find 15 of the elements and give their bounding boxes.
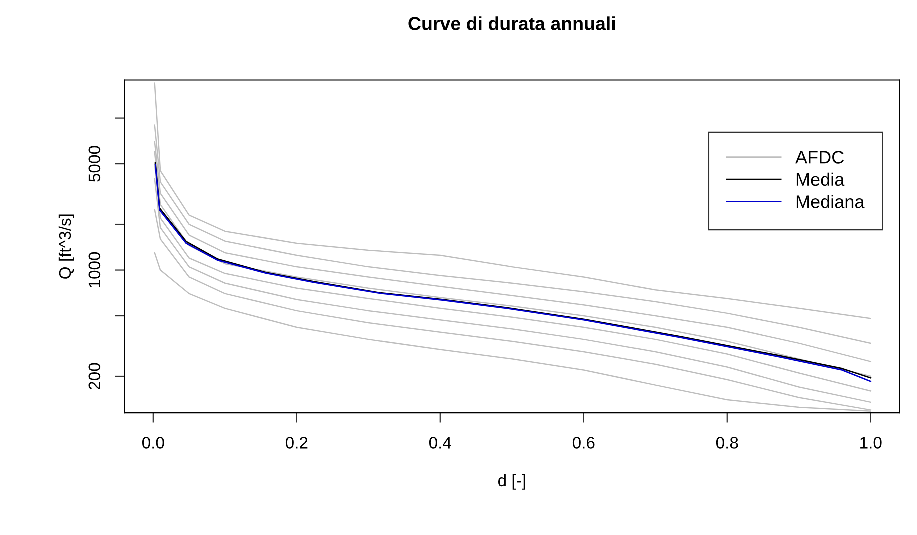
x-tick-label: 1.0 <box>860 437 882 449</box>
x-tick-label: 0.4 <box>429 437 452 449</box>
y-tick-label: 5000 <box>88 146 101 182</box>
x-tick-label: 0.2 <box>286 437 308 449</box>
chart-title: Curve di durata annuali <box>408 16 616 30</box>
x-axis-title: d [-] <box>498 474 526 490</box>
legend-label: AFDC <box>796 151 844 164</box>
y-axis-title: Q [ft^3/s] <box>58 214 74 279</box>
y-tick-label: 1000 <box>88 252 101 288</box>
legend-label: Media <box>796 172 845 186</box>
legend-label: Mediana <box>796 195 865 208</box>
x-tick-label: 0.6 <box>572 437 595 449</box>
x-tick-label: 0.8 <box>716 437 738 449</box>
x-tick-label: 0.0 <box>142 437 164 449</box>
y-tick-label: 200 <box>88 363 101 390</box>
